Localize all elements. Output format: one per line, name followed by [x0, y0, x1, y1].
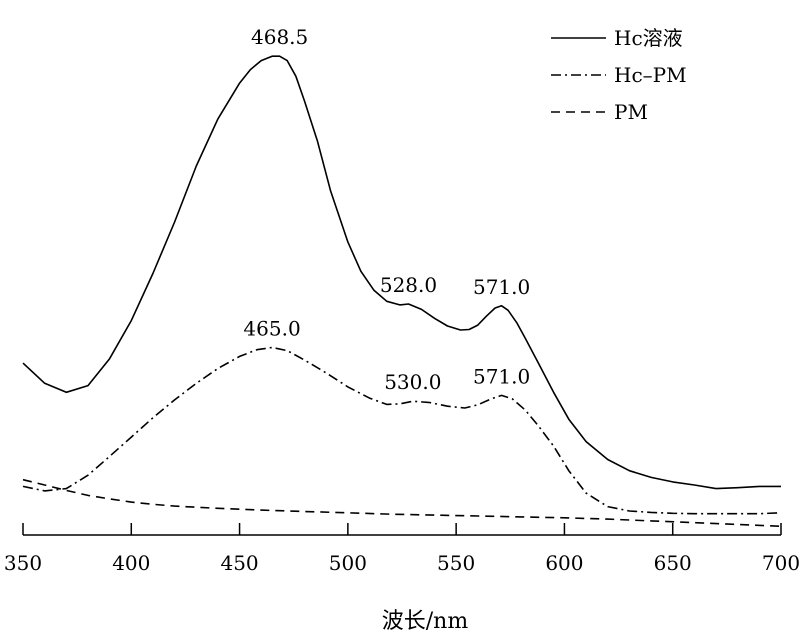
x-axis: 350 400 450 500 550 600 650 700	[4, 523, 800, 575]
peak-label: 468.5	[251, 25, 308, 49]
x-tick-label: 350	[4, 551, 42, 575]
x-tick-label: 600	[545, 551, 583, 575]
x-tick-label: 650	[654, 551, 692, 575]
legend-label: PM	[614, 100, 648, 124]
x-tick-label: 550	[437, 551, 475, 575]
series-line-2	[22, 478, 782, 528]
peak-label: 528.0	[380, 273, 437, 297]
legend: Hc溶液 Hc–PM PM	[551, 26, 687, 124]
peak-label: 571.0	[473, 275, 530, 299]
x-tick-label: 700	[762, 551, 800, 575]
peak-label: 571.0	[473, 364, 530, 388]
x-tick-label: 500	[329, 551, 367, 575]
peak-label: 465.0	[243, 316, 300, 340]
legend-label: Hc–PM	[614, 63, 687, 87]
series-line-1	[22, 346, 782, 515]
series-lines	[22, 55, 782, 528]
x-tick-label: 450	[220, 551, 258, 575]
peak-label: 530.0	[384, 370, 441, 394]
x-tick-label: 400	[112, 551, 150, 575]
x-axis-title: 波长/nm	[382, 609, 469, 634]
peak-labels: 468.5 528.0 571.0 465.0 530.0 571.0	[243, 25, 530, 394]
series-line-0	[22, 55, 781, 490]
legend-label: Hc溶液	[614, 26, 683, 50]
